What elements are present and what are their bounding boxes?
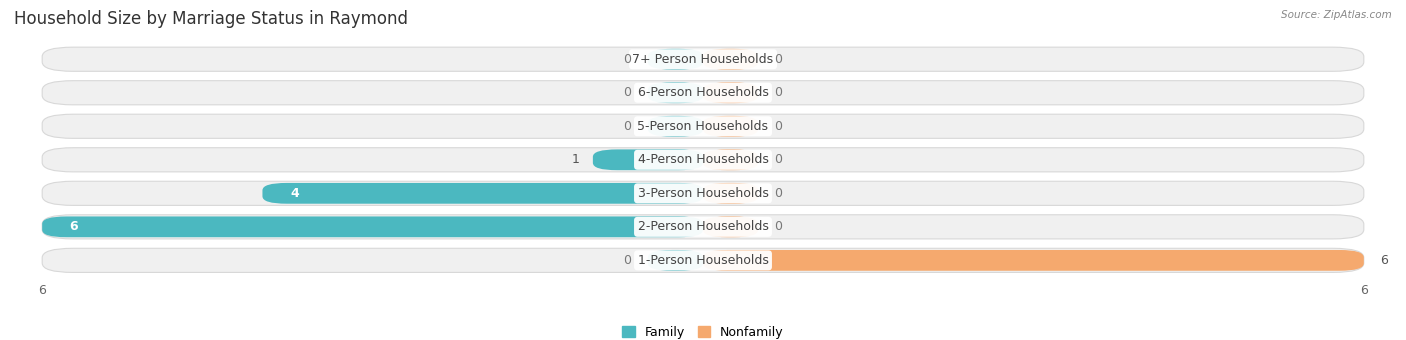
FancyBboxPatch shape [648, 82, 703, 103]
Text: 6: 6 [70, 220, 79, 233]
Text: 0: 0 [623, 86, 631, 99]
Text: 0: 0 [775, 53, 783, 66]
FancyBboxPatch shape [42, 248, 1364, 272]
FancyBboxPatch shape [703, 49, 758, 70]
FancyBboxPatch shape [42, 81, 1364, 105]
Text: Household Size by Marriage Status in Raymond: Household Size by Marriage Status in Ray… [14, 10, 408, 28]
FancyBboxPatch shape [648, 49, 703, 70]
Text: 0: 0 [775, 86, 783, 99]
Text: 4: 4 [290, 187, 298, 200]
Text: 0: 0 [623, 120, 631, 133]
Text: 0: 0 [775, 220, 783, 233]
Text: 0: 0 [775, 120, 783, 133]
FancyBboxPatch shape [593, 149, 703, 170]
Text: 2-Person Households: 2-Person Households [637, 220, 769, 233]
Text: 6-Person Households: 6-Person Households [637, 86, 769, 99]
FancyBboxPatch shape [42, 148, 1364, 172]
FancyBboxPatch shape [703, 250, 1364, 271]
Text: 0: 0 [775, 187, 783, 200]
FancyBboxPatch shape [648, 116, 703, 137]
FancyBboxPatch shape [703, 217, 758, 237]
FancyBboxPatch shape [42, 215, 1364, 239]
Text: 1-Person Households: 1-Person Households [637, 254, 769, 267]
FancyBboxPatch shape [648, 250, 703, 271]
FancyBboxPatch shape [703, 82, 758, 103]
Text: 3-Person Households: 3-Person Households [637, 187, 769, 200]
Text: 1: 1 [572, 153, 579, 166]
Text: 5-Person Households: 5-Person Households [637, 120, 769, 133]
FancyBboxPatch shape [42, 181, 1364, 205]
FancyBboxPatch shape [263, 183, 703, 204]
Text: Source: ZipAtlas.com: Source: ZipAtlas.com [1281, 10, 1392, 20]
FancyBboxPatch shape [42, 114, 1364, 138]
Legend: Family, Nonfamily: Family, Nonfamily [617, 321, 789, 340]
FancyBboxPatch shape [703, 149, 758, 170]
Text: 4-Person Households: 4-Person Households [637, 153, 769, 166]
FancyBboxPatch shape [42, 47, 1364, 71]
Text: 0: 0 [623, 53, 631, 66]
FancyBboxPatch shape [703, 183, 758, 204]
Text: 0: 0 [623, 254, 631, 267]
Text: 0: 0 [775, 153, 783, 166]
Text: 7+ Person Households: 7+ Person Households [633, 53, 773, 66]
FancyBboxPatch shape [42, 217, 703, 237]
FancyBboxPatch shape [703, 116, 758, 137]
Text: 6: 6 [1381, 254, 1388, 267]
